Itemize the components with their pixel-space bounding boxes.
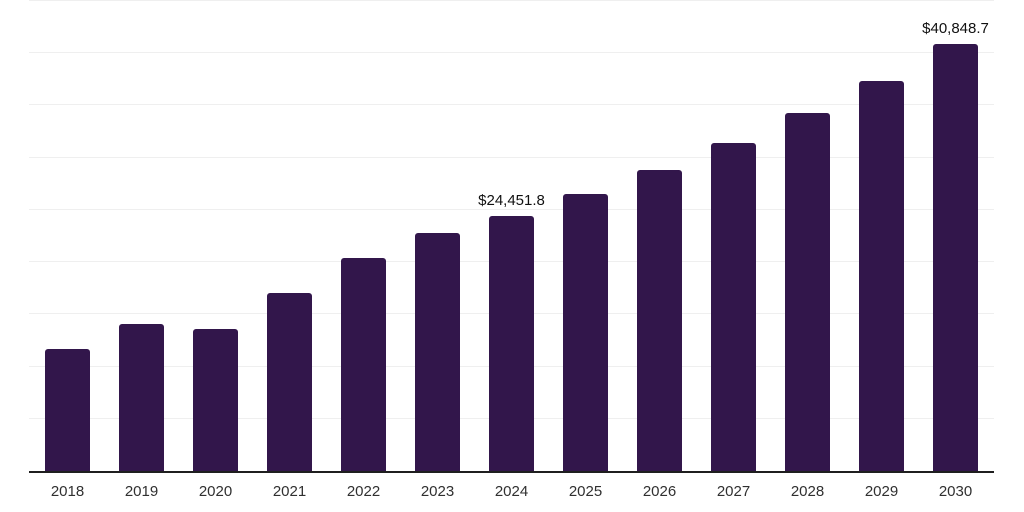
bar-2018 — [45, 349, 90, 471]
bar-2020 — [193, 328, 238, 471]
gridline — [29, 104, 994, 106]
x-tick-2020: 2020 — [198, 483, 233, 500]
x-tick-2021: 2021 — [272, 483, 307, 500]
plot-area: $24,451.8 $40,848.7 — [29, 0, 994, 473]
bar-2029 — [859, 81, 904, 471]
gridline — [29, 156, 994, 158]
bar-value-label-2024: $24,451.8 — [478, 191, 545, 209]
x-tick-2025: 2025 — [568, 483, 603, 500]
x-tick-2028: 2028 — [790, 483, 825, 500]
x-tick-2023: 2023 — [420, 483, 455, 500]
bar-2030: $40,848.7 — [922, 20, 989, 471]
x-tick-2027: 2027 — [716, 483, 751, 500]
bars-row: $24,451.8 $40,848.7 — [29, 1, 994, 471]
bar-2025 — [563, 194, 608, 471]
gridline — [29, 52, 994, 54]
bar-value-label-2030: $40,848.7 — [922, 20, 989, 38]
bar-2019 — [119, 324, 164, 471]
bar-2023 — [415, 233, 460, 471]
x-tick-2019: 2019 — [124, 483, 159, 500]
gridline — [29, 0, 994, 1]
bar-2026 — [637, 170, 682, 471]
bar-2028 — [785, 113, 830, 471]
bar-2022 — [341, 258, 386, 471]
x-tick-2018: 2018 — [50, 483, 85, 500]
bar-2021 — [267, 293, 312, 471]
x-axis-labels: 2018 2019 2020 2021 2022 2023 2024 2025 2026 2027… — [29, 483, 994, 500]
x-tick-2026: 2026 — [642, 483, 677, 500]
x-tick-2029: 2029 — [864, 483, 899, 500]
gridline — [29, 208, 994, 210]
bar-2027 — [711, 143, 756, 471]
x-tick-2022: 2022 — [346, 483, 381, 500]
x-tick-2024: 2024 — [494, 483, 529, 500]
bar-2024: $24,451.8 — [478, 192, 545, 471]
x-tick-2030: 2030 — [938, 483, 973, 500]
